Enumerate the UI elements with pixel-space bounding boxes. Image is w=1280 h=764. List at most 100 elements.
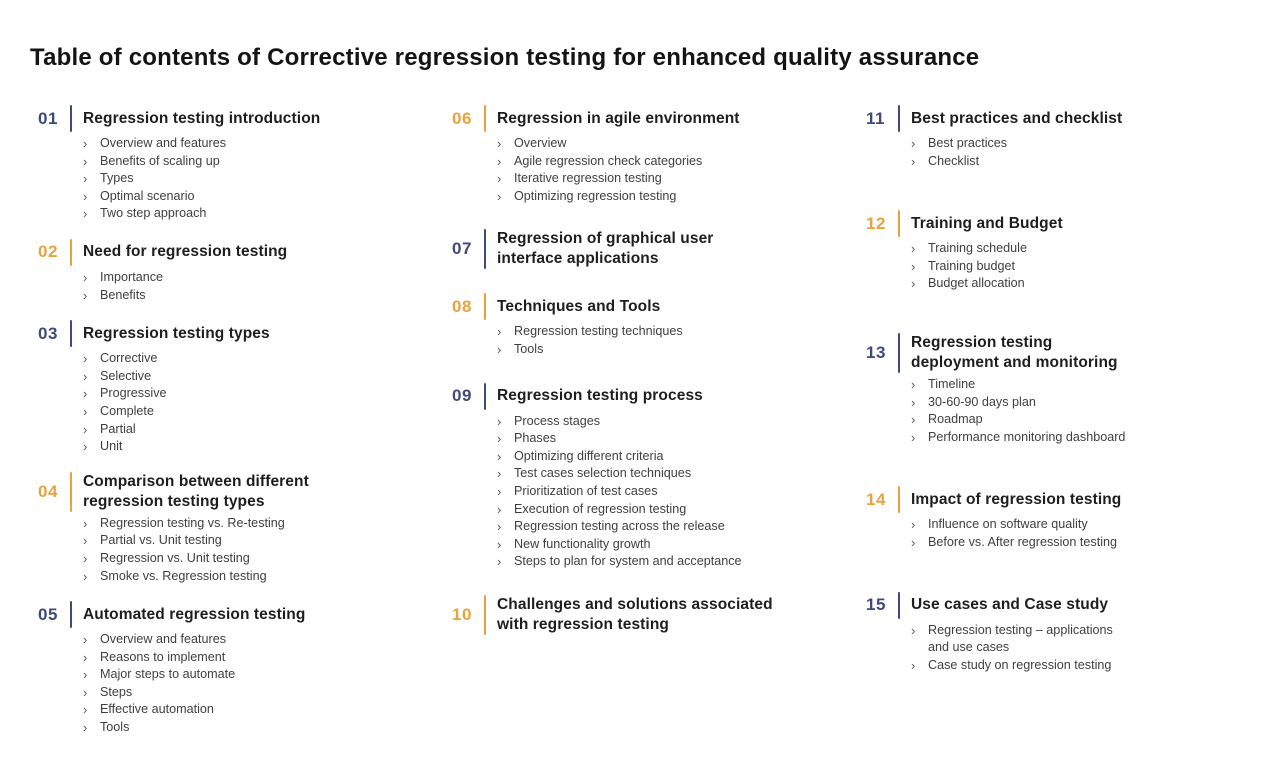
chevron-right-icon: › [83, 702, 88, 718]
chevron-right-icon: › [83, 667, 88, 683]
section-number: 05 [38, 604, 58, 624]
toc-item-label: Iterative regression testing [514, 171, 662, 186]
section-item-list: › Importance › Benefits [30, 269, 444, 304]
toc-item: › Optimizing regression testing [497, 188, 858, 206]
section-heading-row: 15 Use cases and Case study [858, 591, 1258, 619]
section-number: 08 [452, 296, 472, 316]
section-item-list: › Corrective › Selective › Progressive › Comple… [30, 350, 444, 456]
toc-item: › Best practices [911, 135, 1258, 153]
toc-item: › Budget allocation [911, 275, 1258, 293]
toc-item-label: Partial [100, 421, 136, 436]
section-accent-bar [70, 105, 72, 132]
toc-section-07: 07 Regression of graphical user interface… [444, 229, 858, 270]
toc-item: › Progressive [83, 385, 444, 403]
section-number: 04 [38, 481, 58, 501]
chevron-right-icon: › [911, 241, 916, 257]
section-number: 07 [452, 239, 472, 259]
section-accent-bar [898, 210, 900, 238]
toc-item-label: Types [100, 171, 134, 186]
toc-item-label: Checklist [928, 153, 980, 168]
section-number: 14 [866, 489, 886, 509]
chevron-right-icon: › [497, 519, 502, 535]
toc-item: › Agile regression check categories [497, 153, 858, 171]
chevron-right-icon: › [83, 368, 88, 384]
toc-item: › Case study on regression testing [911, 657, 1258, 675]
toc-item-label: Smoke vs. Regression testing [100, 568, 267, 583]
toc-item-label: Benefits [100, 287, 146, 302]
section-heading: Techniques and Tools [497, 297, 661, 315]
chevron-right-icon: › [911, 394, 916, 410]
toc-item: › Regression testing vs. Re-testing [83, 515, 444, 533]
toc-item: › Influence on software quality [911, 516, 1258, 534]
toc-item: › Process stages [497, 413, 858, 431]
toc-item-label: Benefits of scaling up [100, 153, 220, 168]
toc-item: › Smoke vs. Regression testing [83, 568, 444, 586]
section-item-list: › Influence on software quality › Before vs… [858, 516, 1258, 551]
section-heading: Training and Budget [911, 214, 1063, 232]
toc-item-label: Before vs. After regression testing [928, 534, 1117, 549]
toc-item: › Types [83, 170, 444, 188]
toc-item-label: Agile regression check categories [514, 153, 703, 168]
toc-item-label: Reasons to implement [100, 649, 226, 664]
section-number: 09 [452, 386, 472, 406]
toc-item: › New functionality growth [497, 536, 858, 554]
section-item-list: › Timeline › 30-60-90 days plan › Roadmap › Per… [858, 376, 1258, 446]
toc-item-label: Phases [514, 431, 557, 446]
toc-item: › Partial [83, 421, 444, 439]
toc-item: › Benefits [83, 287, 444, 305]
section-number: 13 [866, 342, 886, 362]
toc-item-label: Test cases selection techniques [514, 466, 692, 481]
toc-item-label: Execution of regression testing [514, 501, 687, 516]
toc-item: › Overview and features [83, 135, 444, 153]
chevron-right-icon: › [911, 657, 916, 673]
chevron-right-icon: › [497, 501, 502, 517]
toc-item-label: Best practices [928, 136, 1008, 150]
section-heading: Need for regression testing [83, 243, 288, 261]
section-number: 02 [38, 242, 58, 262]
toc-item-label: Regression testing vs. Re-testing [100, 515, 285, 530]
toc-item-label: Progressive [100, 386, 167, 401]
toc-item-label: Overview and features [100, 136, 226, 150]
toc-item-label: Optimizing regression testing [514, 188, 677, 203]
toc-section-11: 11 Best practices and checklist › Best prac… [858, 105, 1258, 170]
toc-item-label: Optimizing different criteria [514, 448, 664, 463]
toc-item-label: Steps to plan for system and acceptance [514, 554, 742, 569]
chevron-right-icon: › [497, 136, 502, 151]
toc-item-label: Case study on regression testing [928, 657, 1112, 672]
section-accent-bar [484, 229, 486, 270]
toc-item-label: Regression vs. Unit testing [100, 550, 250, 565]
toc-column-2: 06 Regression in agile environment › Overvi… [444, 105, 858, 659]
toc-item: › Regression testing across the release [497, 518, 858, 536]
chevron-right-icon: › [497, 483, 502, 499]
toc-section-12: 12 Training and Budget › Training schedule ›… [858, 210, 1258, 293]
chevron-right-icon: › [83, 421, 88, 437]
toc-item-label: Optimal scenario [100, 188, 195, 203]
toc-item: › Steps [83, 684, 444, 702]
toc-item-label: Steps [100, 684, 133, 699]
toc-item-label: Selective [100, 368, 152, 383]
section-accent-bar [70, 471, 72, 512]
toc-section-13: 13 Regression testing deployment and moni… [858, 332, 1258, 446]
toc-item-label: Tools [514, 341, 544, 356]
toc-item-label: Corrective [100, 351, 158, 366]
toc-item-label: Regression testing across the release [514, 519, 725, 534]
toc-section-03: 03 Regression testing types › Corrective › Se… [30, 320, 444, 456]
section-heading-row: 06 Regression in agile environment [444, 105, 858, 132]
toc-column-3: 11 Best practices and checklist › Best prac… [858, 105, 1258, 714]
toc-section-06: 06 Regression in agile environment › Overvi… [444, 105, 858, 205]
toc-item: › Tools [83, 719, 444, 737]
section-number: 12 [866, 213, 886, 233]
section-heading: Regression testing deployment and monito… [911, 333, 1118, 371]
chevron-right-icon: › [497, 536, 502, 552]
toc-item: › Benefits of scaling up [83, 153, 444, 171]
section-number: 10 [452, 604, 472, 624]
toc-item: › Checklist [911, 153, 1258, 171]
section-heading: Automated regression testing [83, 605, 306, 623]
toc-item: › Complete [83, 403, 444, 421]
chevron-right-icon: › [83, 206, 88, 222]
section-accent-bar [484, 105, 486, 132]
toc-item: › Prioritization of test cases [497, 483, 858, 501]
toc-item-label: Importance [100, 269, 163, 284]
section-accent-bar [898, 105, 900, 132]
section-heading-row: 09 Regression testing process [444, 382, 858, 410]
